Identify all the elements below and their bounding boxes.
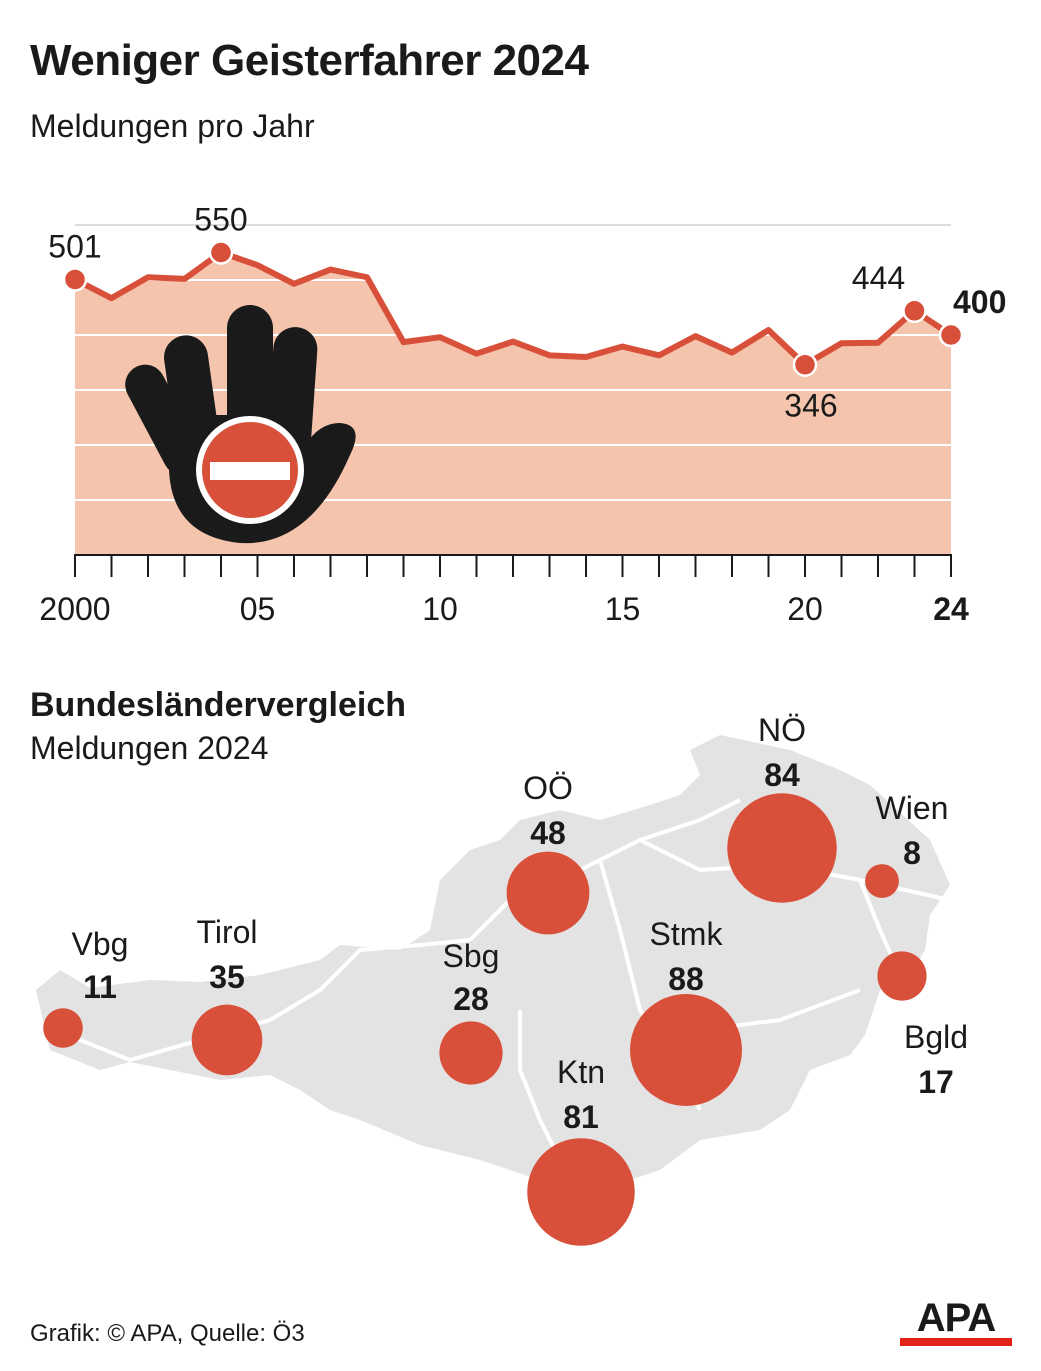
apa-logo: APA (900, 1298, 1012, 1348)
region-label: NÖ (758, 712, 806, 748)
map-subtitle: Meldungen 2024 (30, 730, 269, 766)
data-point (208, 240, 234, 265)
data-label: 346 (784, 388, 837, 424)
region-value: 84 (764, 757, 800, 793)
region-label: Tirol (196, 914, 257, 950)
line-chart: 2000 05 10 15 20 24 501 550 346 444 400 (39, 202, 1006, 628)
bubble-Tirol (191, 1004, 263, 1076)
x-tick-label: 15 (605, 591, 641, 627)
source-footer: Grafik: © APA, Quelle: Ö3 (30, 1320, 305, 1347)
region-label: Stmk (650, 916, 724, 952)
region-value: 11 (83, 969, 117, 1005)
region-label: Sbg (443, 938, 500, 974)
data-label: 400 (953, 284, 1006, 320)
region-label: Vbg (72, 926, 129, 962)
region-label: Bgld (904, 1019, 968, 1055)
chart-subtitle: Meldungen pro Jahr (30, 108, 315, 144)
no-entry-bar (210, 462, 290, 480)
data-point (62, 267, 88, 292)
austria-bubble-map: Vbg 11 Tirol 35 Sbg 28 OÖ 48 NÖ 84 Wien 8 Stmk 88 Bgld… (35, 712, 968, 1246)
x-tick-label: 24 (933, 591, 969, 627)
data-point (902, 298, 927, 324)
region-value: 28 (453, 981, 489, 1017)
region-value: 48 (530, 815, 566, 851)
region-value: 8 (903, 835, 921, 871)
bubble-Vbg (43, 1008, 83, 1048)
region-label: OÖ (523, 770, 573, 806)
map-title: Bundesländervergleich (30, 686, 407, 724)
x-tick-label: 20 (787, 591, 823, 627)
region-label: Ktn (557, 1054, 605, 1090)
region-label: Wien (876, 790, 949, 826)
data-label: 550 (194, 202, 247, 238)
bubble-Sbg (439, 1021, 503, 1085)
x-tick-label: 05 (240, 591, 276, 627)
apa-logo-text: APA (916, 1296, 996, 1340)
x-tick-label: 2000 (39, 591, 110, 627)
bubble-Wien (865, 864, 899, 898)
bubble-Ktn (527, 1138, 635, 1246)
region-value: 81 (563, 1099, 599, 1135)
region-value: 35 (209, 959, 245, 995)
stop-hand-icon (125, 305, 356, 544)
road-line (35, 938, 471, 1063)
road-line (518, 1010, 562, 1161)
data-point (938, 322, 964, 348)
chart-title: Weniger Geisterfahrer 2024 (30, 36, 589, 85)
road-line (639, 798, 741, 842)
bubble-Stmk (630, 994, 742, 1106)
bubble-Bgld (877, 951, 927, 1001)
bubble-NÖ (727, 793, 837, 903)
data-label: 501 (48, 228, 101, 264)
data-label: 444 (852, 260, 905, 296)
region-value: 17 (918, 1064, 954, 1100)
bubble-OÖ (506, 851, 590, 935)
apa-logo-bar (900, 1338, 1012, 1346)
x-tick-label: 10 (422, 591, 458, 627)
region-value: 88 (668, 961, 704, 997)
data-point (792, 352, 818, 377)
